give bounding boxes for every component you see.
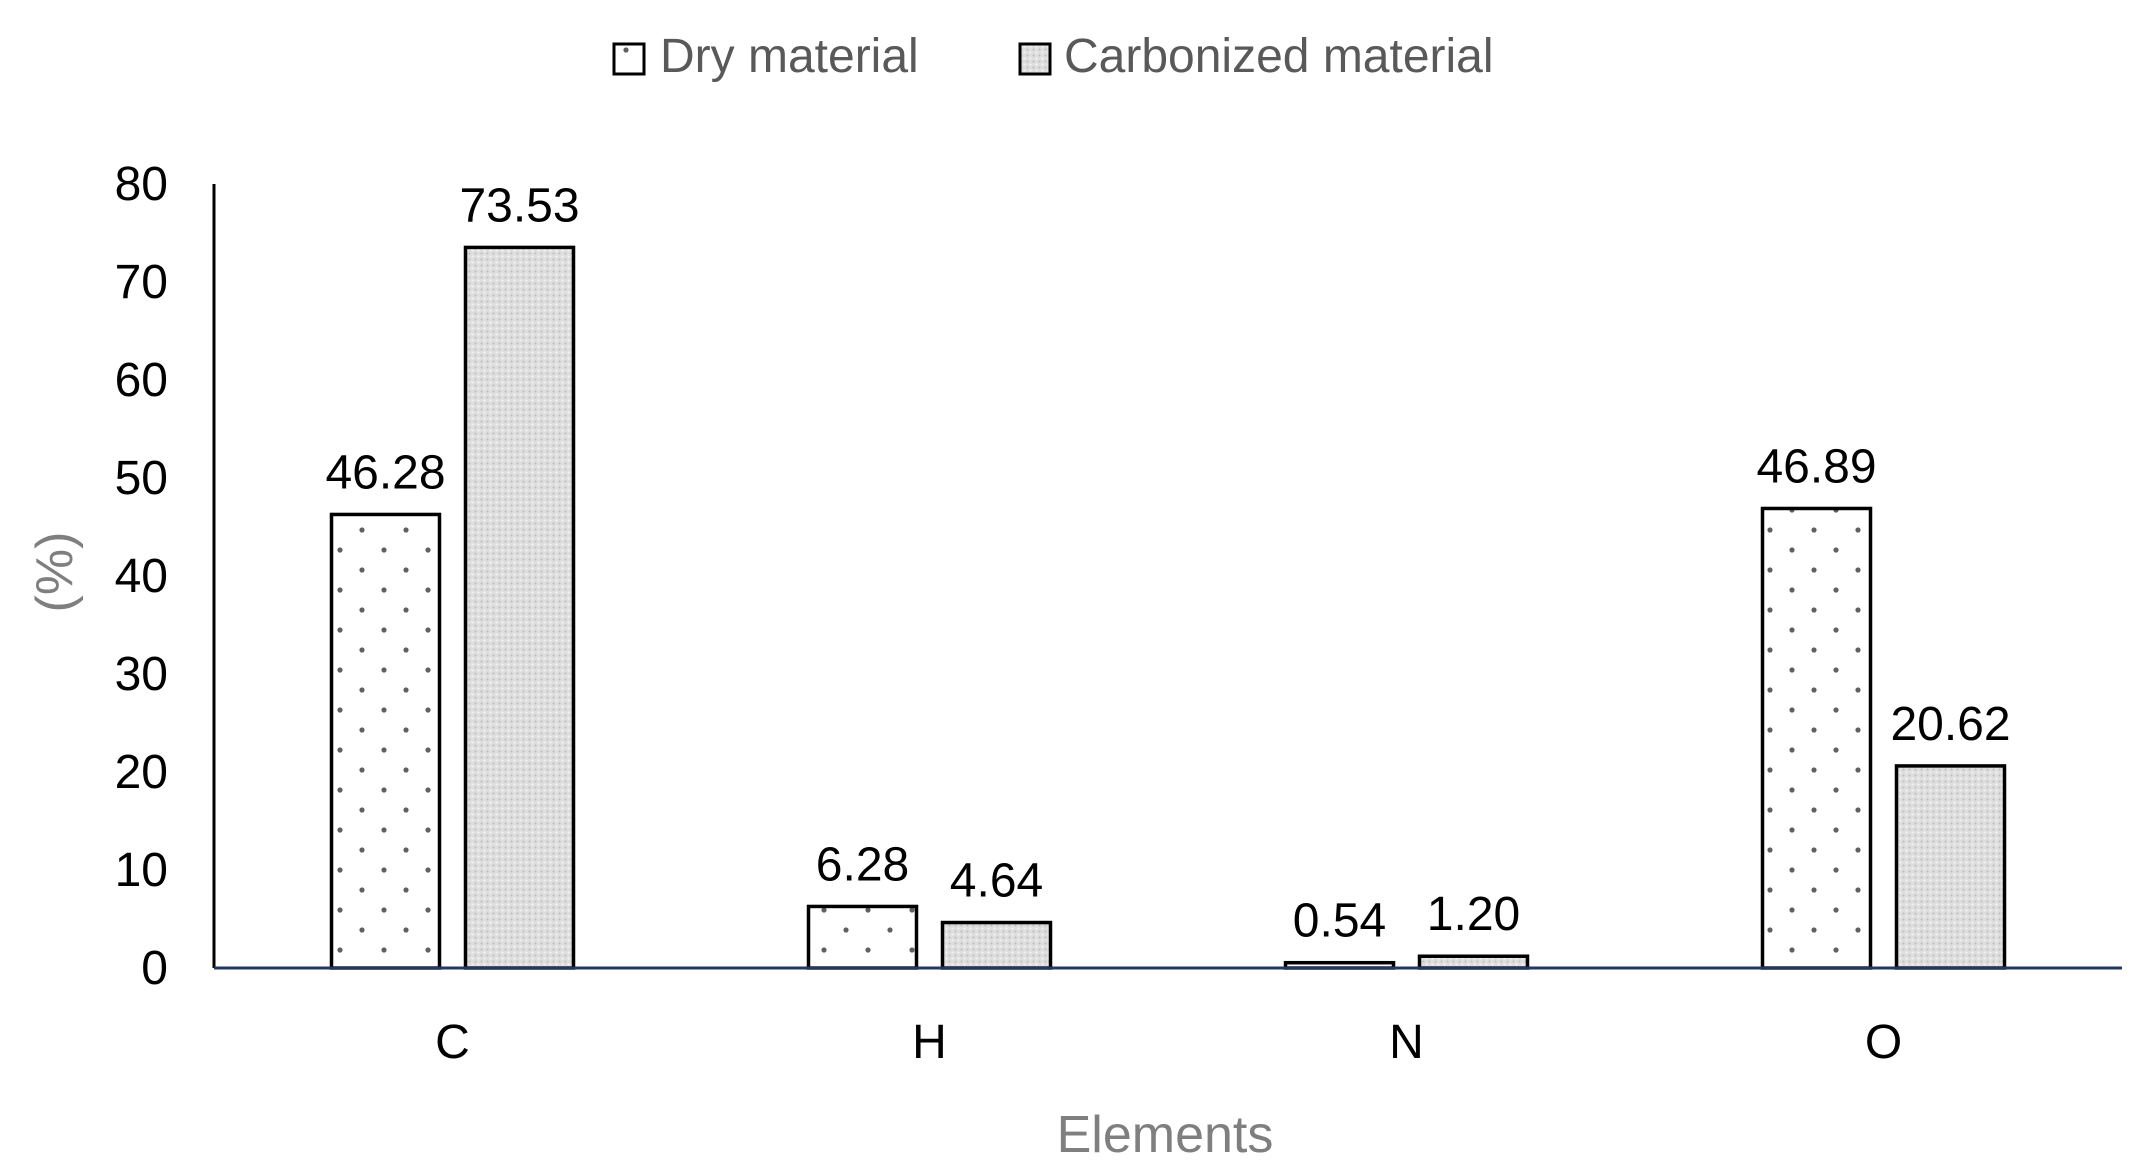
- data-labels: 46.28 73.53 6.28 4.64 0.54 1.20 46.89 20.62: [325, 179, 2010, 947]
- legend-label-dry-material: Dry material: [660, 30, 919, 83]
- bar-c-carbonized-material: [463, 245, 576, 970]
- y-tick-label: 60: [115, 354, 168, 407]
- data-label: 20.62: [1890, 698, 2010, 751]
- y-tick-label: 30: [115, 648, 168, 701]
- bar-n-carbonized-material: [1417, 954, 1530, 970]
- x-category-label: H: [912, 1016, 947, 1069]
- axes: [212, 184, 2122, 970]
- x-category-label: N: [1389, 1016, 1424, 1069]
- legend-item-dry-material: Dry material: [612, 30, 919, 83]
- bar-h-dry-material: [806, 904, 919, 970]
- y-tick-label: 40: [115, 550, 168, 603]
- bars: [329, 245, 2007, 970]
- bar-c-dry-material: [329, 512, 442, 970]
- bar-o-dry-material: [1760, 506, 1873, 970]
- data-label: 46.89: [1756, 440, 1876, 493]
- legend-label-carbonized-material: Carbonized material: [1064, 30, 1494, 83]
- y-axis-ticks: 0 10 20 30 40 50 60 70 80: [115, 158, 168, 995]
- y-tick-label: 50: [115, 452, 168, 505]
- bar-h-carbonized-material: [940, 920, 1053, 970]
- legend-item-carbonized-material: Carbonized material: [1018, 30, 1494, 83]
- y-tick-label: 20: [115, 746, 168, 799]
- x-category-label: O: [1865, 1016, 1902, 1069]
- y-tick-label: 80: [115, 158, 168, 211]
- y-tick-label: 0: [141, 942, 168, 995]
- legend: Dry material Carbonized material: [612, 30, 1494, 83]
- x-category-label: C: [435, 1016, 470, 1069]
- y-axis-title: (%): [26, 532, 84, 613]
- data-label: 0.54: [1293, 895, 1386, 948]
- y-tick-label: 70: [115, 256, 168, 309]
- data-label: 46.28: [325, 446, 445, 499]
- bar-o-carbonized-material: [1894, 764, 2007, 970]
- legend-swatch-carbonized-material: [1018, 42, 1052, 76]
- data-label: 73.53: [459, 179, 579, 232]
- data-label: 1.20: [1427, 888, 1520, 941]
- legend-swatch-dry-material: [612, 42, 646, 76]
- y-tick-label: 10: [115, 844, 168, 897]
- data-label: 6.28: [816, 838, 909, 891]
- data-label: 4.64: [950, 855, 1043, 908]
- x-axis-title: Elements: [1057, 1106, 1274, 1164]
